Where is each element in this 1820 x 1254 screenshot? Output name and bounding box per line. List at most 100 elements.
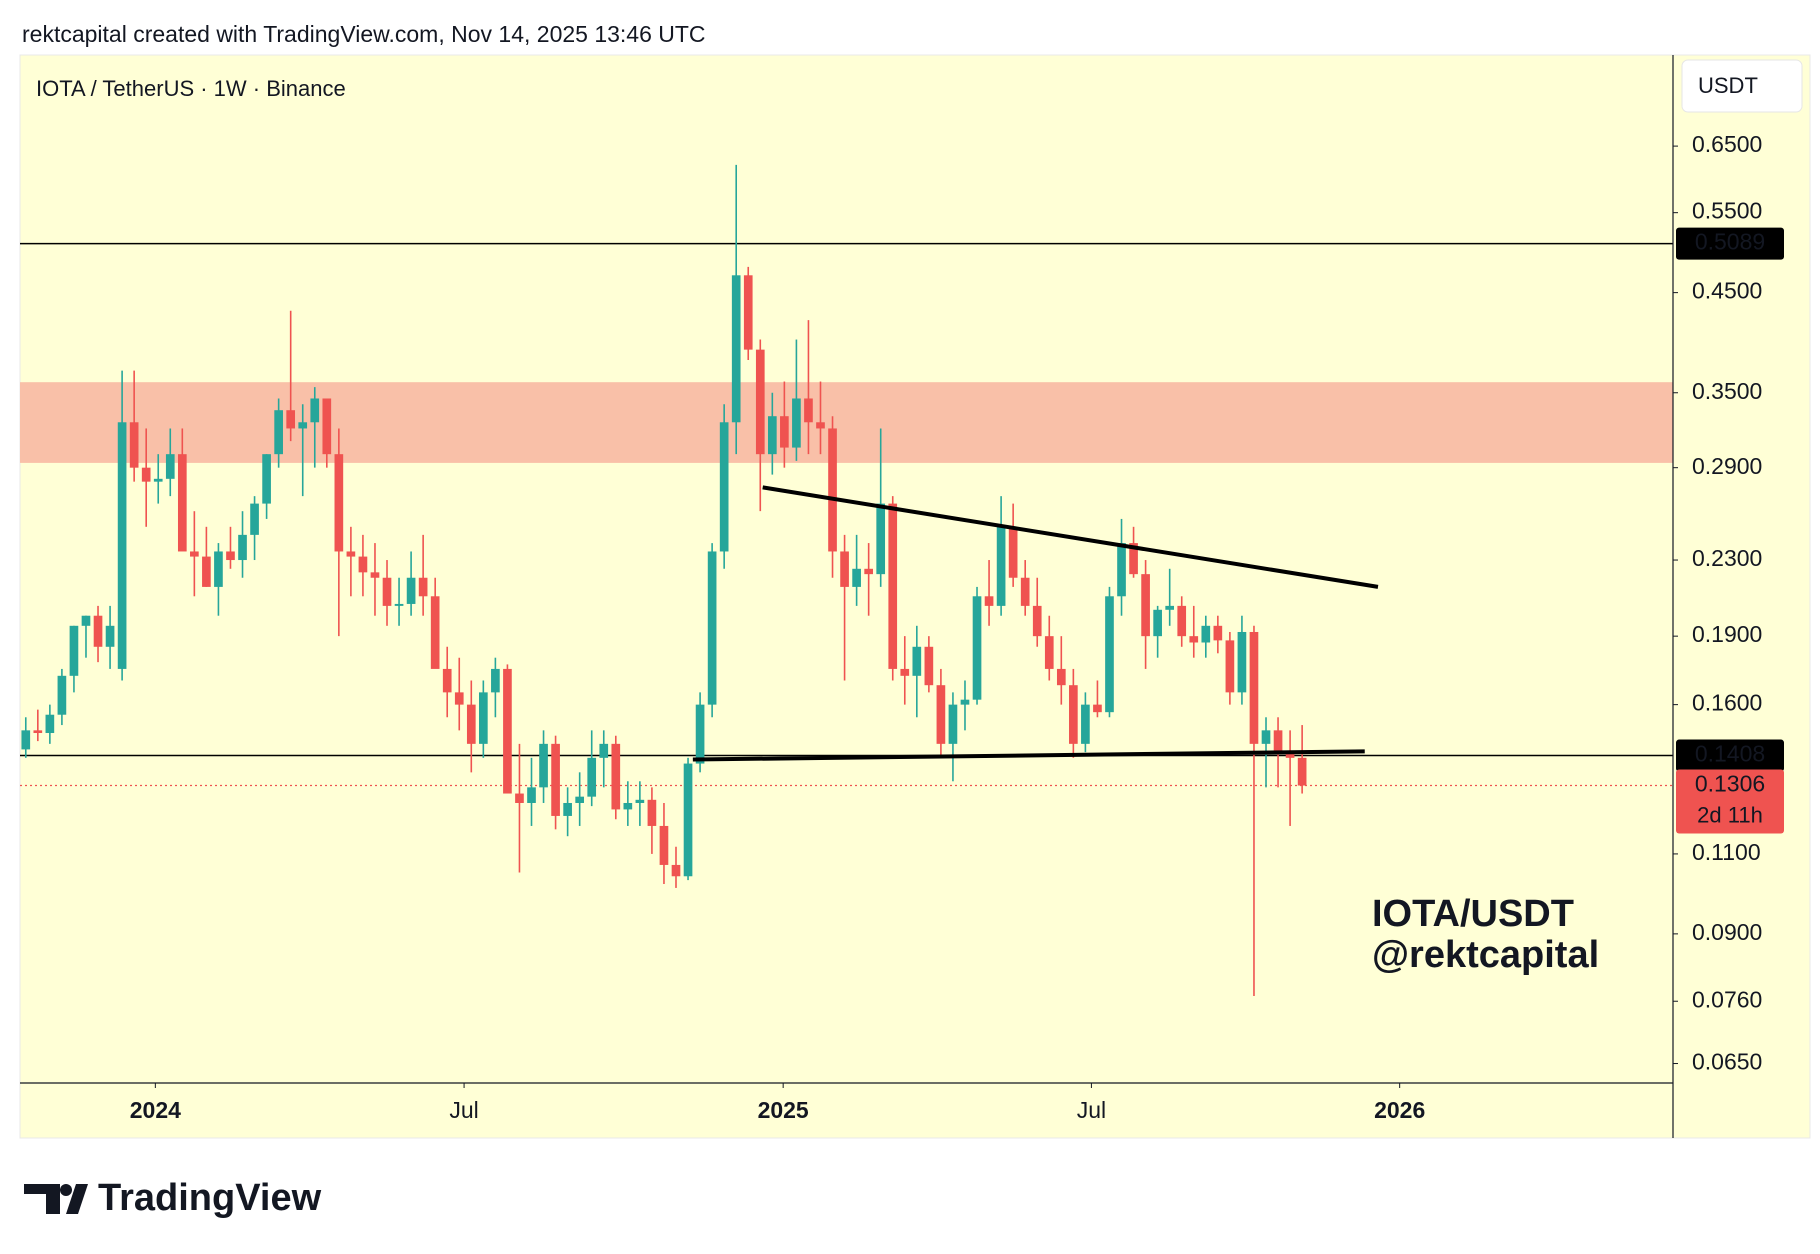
x-tick-label: Jul — [449, 1097, 478, 1123]
candle-body — [563, 802, 572, 816]
candle-body — [1201, 625, 1211, 643]
y-tick-label: 0.0650 — [1692, 1049, 1762, 1075]
candle-body — [984, 596, 994, 606]
candle-body — [924, 646, 934, 686]
candle-body — [527, 787, 536, 803]
candle-body — [1225, 640, 1235, 693]
candle-body — [165, 454, 175, 479]
candle-body — [888, 503, 898, 669]
candle-body — [1165, 605, 1175, 610]
candle-body — [1177, 605, 1187, 637]
candle-body — [1093, 704, 1102, 713]
y-tick-label: 0.1100 — [1692, 839, 1761, 865]
chart-frame — [19, 54, 1811, 1139]
candle-body — [731, 275, 741, 423]
candle-body — [214, 551, 223, 587]
candle-body — [298, 422, 308, 429]
candle-body — [659, 825, 669, 865]
candle-body — [1069, 685, 1078, 744]
candle-body — [1044, 636, 1054, 669]
brand: TradingView — [98, 1177, 322, 1219]
y-tick-label: 0.5500 — [1692, 198, 1762, 224]
candle-body — [69, 625, 79, 676]
currency-box[interactable] — [1681, 59, 1803, 113]
y-tick-label: 0.2900 — [1692, 453, 1762, 479]
logo-icon — [66, 1184, 88, 1214]
candle-body — [310, 398, 320, 423]
candle-body — [382, 577, 392, 606]
candle-body — [1189, 636, 1199, 643]
candle-body — [286, 410, 296, 429]
candle-body — [334, 454, 344, 552]
candle-body — [1285, 752, 1295, 758]
candle-body — [262, 454, 271, 504]
candle-body — [466, 704, 476, 744]
y-tick-label: 0.0760 — [1692, 986, 1762, 1012]
candle-body — [1129, 543, 1138, 575]
candle-body — [912, 646, 922, 676]
price-label-bg — [1676, 739, 1784, 772]
candle-body — [1105, 596, 1114, 713]
logo-icon — [60, 1184, 72, 1196]
candle-body — [852, 568, 861, 587]
candle-body — [442, 668, 452, 693]
candle-body — [1237, 631, 1247, 693]
support-zone — [20, 382, 1673, 463]
price-label-bg — [1676, 227, 1784, 260]
candle-body — [719, 422, 729, 552]
countdown: 2d 11h — [1697, 802, 1763, 827]
y-tick-label: 0.3500 — [1692, 378, 1762, 404]
candle-body — [972, 596, 982, 700]
x-tick-label: 2025 — [758, 1097, 809, 1123]
price-label: 0.5089 — [1695, 229, 1765, 255]
chart-title: IOTA / TetherUS · 1W · Binance — [36, 76, 346, 101]
logo-icon — [24, 1184, 60, 1214]
candle-body — [454, 692, 464, 705]
candle-body — [743, 275, 753, 350]
candle-body — [1008, 526, 1018, 578]
candle-body — [671, 864, 681, 877]
candle-body — [21, 730, 31, 750]
watermark: @rektcapital — [1372, 934, 1599, 976]
candle-body — [780, 416, 789, 448]
candle-body — [575, 796, 585, 803]
candle-body — [804, 398, 813, 423]
candle-body — [695, 704, 705, 764]
y-tick-label: 0.6500 — [1692, 131, 1762, 157]
candle-body — [153, 478, 163, 482]
candle-body — [515, 793, 524, 803]
candle-body — [105, 625, 115, 647]
candle-body — [1261, 730, 1271, 744]
candle-body — [479, 692, 488, 744]
candle-body — [1032, 605, 1042, 637]
candle-body — [406, 577, 416, 604]
currency: USDT — [1698, 73, 1758, 98]
candle-body — [1213, 625, 1223, 641]
candle-body — [202, 556, 211, 587]
candle-body — [322, 398, 332, 455]
candle-body — [1081, 704, 1090, 744]
candle-body — [647, 799, 657, 826]
candle-body — [900, 668, 910, 676]
header: rektcapital created with TradingView.com… — [22, 21, 706, 47]
candle-body — [250, 503, 259, 535]
candle-body — [936, 685, 946, 744]
candle-body — [274, 410, 283, 455]
x-tick-label: 2024 — [130, 1097, 181, 1123]
candle-body — [491, 668, 500, 693]
candle-body — [1273, 730, 1283, 753]
candle-body — [587, 757, 597, 797]
candle-body — [394, 603, 404, 606]
candle-body — [1297, 757, 1307, 786]
candle-body — [129, 422, 139, 468]
candle-body — [141, 467, 151, 482]
logo: TradingView — [24, 1177, 322, 1219]
candle-body — [683, 763, 693, 877]
candle-body — [707, 551, 717, 705]
plot-area — [20, 164, 1673, 997]
candle-body — [960, 699, 970, 705]
price-label: 0.1306 — [1695, 771, 1765, 797]
candle-body — [948, 704, 958, 744]
